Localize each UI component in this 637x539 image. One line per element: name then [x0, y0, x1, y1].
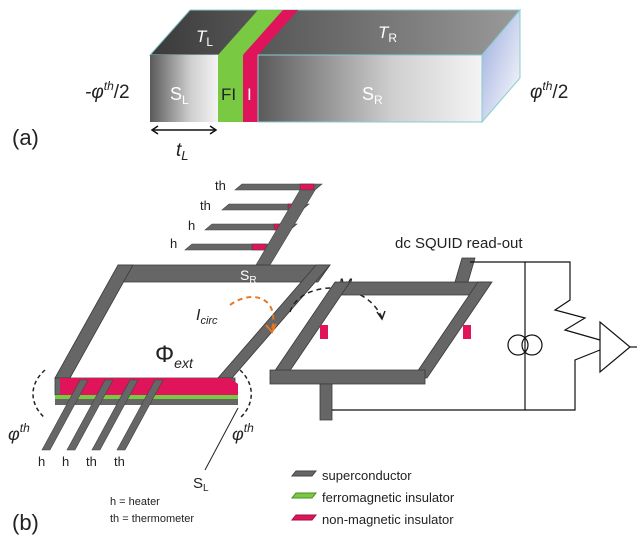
phase-right-b: φth	[232, 421, 254, 444]
phi-ext-label: Φext	[155, 341, 194, 371]
sl-front	[150, 55, 218, 122]
sr-front	[257, 54, 483, 123]
sl-label: SL	[170, 84, 189, 107]
thickness-arrow	[150, 125, 218, 135]
squid-junction	[463, 325, 471, 339]
sl-pointer	[204, 407, 239, 471]
junction-block	[148, 8, 522, 124]
m-arrowhead	[376, 310, 386, 321]
bottom-lead-label: h	[62, 454, 69, 469]
top-leads	[184, 183, 323, 266]
squid-loop	[269, 257, 493, 421]
m-arrow	[289, 287, 383, 319]
fi-top	[218, 10, 283, 55]
i-front	[243, 55, 258, 122]
legend-label: superconductor	[322, 468, 412, 483]
readout-title: dc SQUID read-out	[395, 235, 523, 252]
top-lead-label: th	[215, 178, 226, 193]
i-top	[243, 10, 298, 55]
phase-left-b: φth	[8, 421, 30, 444]
legend-label: ferromagnetic insulator	[322, 490, 455, 505]
i-label: I	[247, 85, 252, 104]
legend-label: non-magnetic insulator	[322, 512, 454, 527]
bottom-leads	[41, 379, 164, 451]
bottom-lead-label: th	[86, 454, 97, 469]
icirc-label: Icirc	[196, 307, 218, 327]
key-label: h = heater	[110, 496, 160, 508]
bottom-lead-label: h	[38, 454, 45, 469]
bottom-lead-label: th	[114, 454, 125, 469]
phase-right-a: φth/2	[530, 79, 568, 103]
tr-label: TR	[378, 23, 397, 45]
readout-circuit	[332, 261, 637, 411]
top-lead-label: h	[170, 236, 177, 251]
top-lead-label: h	[188, 218, 195, 233]
sr-label: SR	[362, 84, 383, 107]
phase-arrow-right	[239, 369, 252, 419]
key-label: th = thermometer	[110, 513, 194, 525]
tl-thickness: tL	[176, 140, 189, 163]
fi-front	[218, 55, 243, 122]
fi-label: FI	[221, 85, 236, 104]
top-lead-label: th	[200, 198, 211, 213]
squid-junction	[320, 325, 328, 339]
legend	[290, 470, 318, 521]
sl-loop-label: SL	[193, 475, 209, 494]
sr-loop-label: SR	[240, 267, 257, 286]
circ-arrowhead	[265, 323, 277, 334]
phase-left-a: -φth/2	[85, 79, 130, 103]
panel-b-label: (b)	[12, 510, 39, 535]
tl-label: TL	[196, 27, 213, 49]
panel-a-label: (a)	[12, 125, 39, 150]
phase-arrow-left	[32, 369, 46, 419]
